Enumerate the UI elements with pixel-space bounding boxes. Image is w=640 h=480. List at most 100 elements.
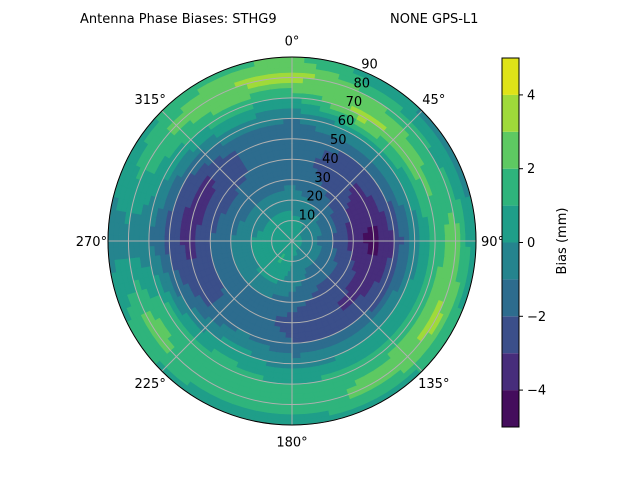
- contour-cell: [291, 82, 304, 89]
- contour-cell: [287, 184, 293, 191]
- contour-cell: [282, 112, 293, 119]
- contour-cell: [291, 138, 300, 145]
- contour-cell: [280, 388, 293, 395]
- contour-cell: [286, 164, 293, 170]
- colorbar-band: [502, 168, 519, 206]
- contour-cell: [220, 243, 227, 249]
- contour-cell: [367, 243, 375, 250]
- contour-cell: [287, 174, 293, 181]
- angle-tick-label: 225°: [135, 377, 166, 392]
- contour-cell: [291, 148, 299, 155]
- contour-cell: [230, 242, 237, 248]
- contour-cell: [291, 357, 301, 364]
- contour-cell: [209, 232, 217, 239]
- colorbar-tick-label: 0: [527, 236, 535, 251]
- contour-cell: [291, 317, 299, 324]
- contour-cell: [367, 232, 375, 239]
- contour-cell: [285, 153, 293, 160]
- angle-tick-label: 45°: [422, 93, 445, 108]
- contour-cell: [158, 226, 166, 237]
- contour-cell: [287, 301, 293, 308]
- colorbar: −4 −2 0 2 4: [501, 57, 546, 428]
- contour-cell: [245, 242, 252, 247]
- contour-cell: [295, 291, 301, 298]
- colorbar-band: [502, 390, 519, 427]
- contour-cell: [291, 286, 296, 293]
- angle-tick-label: 135°: [418, 377, 449, 392]
- contour-cell: [291, 112, 302, 119]
- contour-cell: [279, 414, 293, 421]
- contour-cell: [383, 230, 390, 239]
- contour-cell: [215, 232, 222, 239]
- contour-cell: [418, 226, 426, 237]
- radial-tick-label: 80: [353, 76, 370, 91]
- contour-cell: [291, 352, 301, 359]
- contour-cell: [282, 102, 293, 109]
- contour-cell: [291, 347, 301, 354]
- angle-tick-label: 180°: [276, 436, 307, 451]
- colorbar-tick-label: 2: [527, 162, 535, 177]
- angle-tick-labels: 0° 45° 90° 135° 180° 225° 270° 315°: [76, 34, 504, 450]
- contour-cell: [291, 66, 305, 74]
- contour-cell: [332, 235, 339, 240]
- contour-cell: [403, 244, 410, 254]
- contour-cell: [174, 228, 181, 238]
- contour-cell: [291, 291, 297, 298]
- contour-cell: [179, 244, 186, 254]
- contour-cell: [286, 169, 293, 176]
- contour-cell: [347, 234, 354, 240]
- contour-cell: [291, 123, 301, 130]
- angle-tick-label: 315°: [135, 93, 166, 108]
- contour-cell: [291, 164, 298, 170]
- contour-cell: [357, 243, 364, 249]
- colorbar-tick-label: −2: [527, 310, 546, 325]
- radial-tick-label: 20: [307, 190, 324, 205]
- contour-cell: [281, 378, 293, 385]
- contour-cell: [283, 352, 293, 359]
- contour-cell: [291, 301, 297, 308]
- contour-cell: [291, 312, 298, 318]
- contour-cell: [279, 66, 293, 74]
- contour-cell: [283, 123, 293, 130]
- colorbar-tick-label: 4: [527, 88, 535, 103]
- contour-cell: [283, 184, 289, 191]
- contour-cell: [291, 87, 304, 94]
- contour-cell: [280, 77, 293, 84]
- colorbar-label: Bias (mm): [555, 208, 570, 275]
- contour-cell: [287, 296, 293, 303]
- contour-cell: [235, 242, 242, 248]
- contour-cell: [291, 368, 302, 375]
- contour-cell: [291, 388, 304, 395]
- contour-cell: [352, 233, 359, 240]
- chart-subtitle: NONE GPS-L1: [390, 12, 478, 27]
- contour-cell: [280, 393, 293, 400]
- angular-gridline: [291, 110, 423, 242]
- angle-tick-label: 270°: [76, 235, 107, 250]
- contour-cell: [291, 133, 300, 140]
- contour-cell: [282, 373, 293, 380]
- contour-cell: [296, 306, 303, 313]
- contour-cell: [284, 138, 293, 145]
- angle-tick-label: 0°: [285, 34, 300, 49]
- contour-cell: [209, 243, 217, 250]
- contour-cell: [283, 347, 293, 354]
- contour-cell: [291, 77, 304, 84]
- contour-cell: [287, 179, 293, 186]
- contour-cell: [291, 296, 297, 303]
- contour-cell: [291, 174, 297, 181]
- colorbar-band: [502, 242, 519, 280]
- contour-cell: [199, 231, 206, 239]
- contour-cell: [291, 378, 303, 385]
- contour-cell: [291, 143, 300, 150]
- contour-cell: [285, 317, 293, 324]
- contour-cell: [278, 56, 293, 63]
- contour-cell: [362, 243, 369, 250]
- angular-gridline: [161, 240, 293, 372]
- contour-cell: [285, 322, 293, 329]
- contour-cell: [285, 148, 293, 155]
- contour-cell: [279, 408, 293, 416]
- colorbar-band: [502, 279, 519, 317]
- contour-cell: [284, 337, 293, 344]
- contour-cell: [418, 245, 426, 256]
- radial-tick-label: 10: [299, 209, 316, 224]
